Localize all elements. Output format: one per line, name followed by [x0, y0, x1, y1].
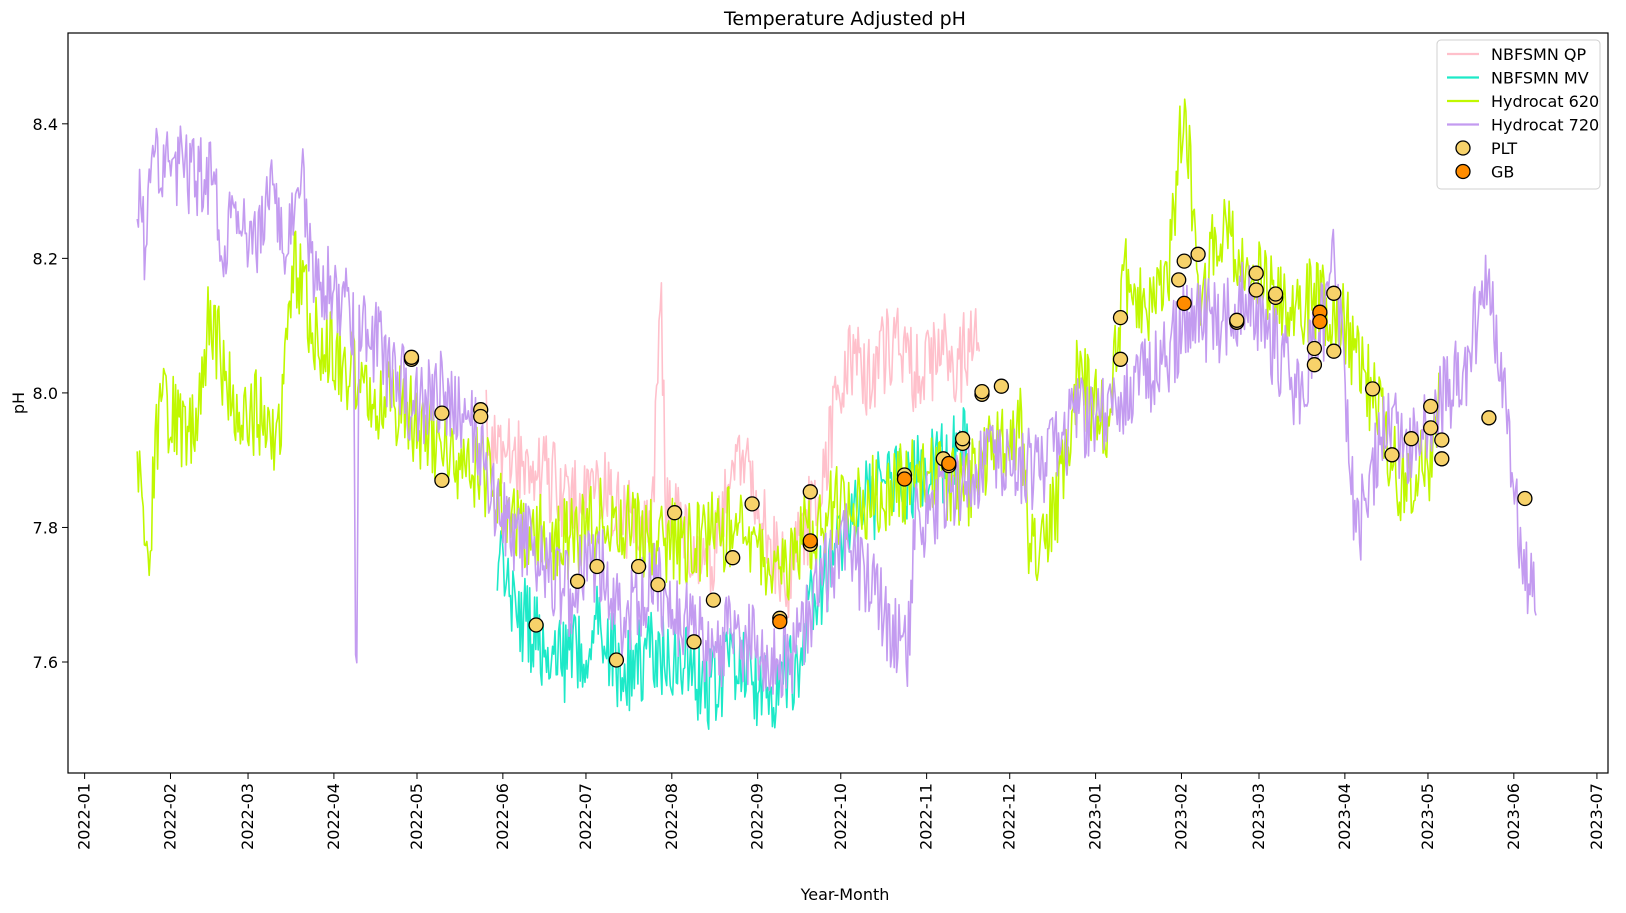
- scatter-point-4-9: [608, 652, 625, 668]
- scatter-point-4-30: [1171, 272, 1187, 288]
- legend-label-3: Hydrocat 720: [1491, 116, 1599, 135]
- scatter-point-4-42: [1326, 343, 1342, 359]
- scatter-point-4-35: [1248, 265, 1264, 281]
- scatter-point-4-27: [993, 378, 1010, 394]
- x-tick-label-12: 2023-01: [1086, 783, 1105, 850]
- scatter-point-4-50: [1481, 410, 1497, 426]
- legend-label-5: GB: [1491, 163, 1514, 182]
- x-tick-label-11: 2022-12: [1000, 783, 1019, 850]
- scatter-point-4-47: [1423, 420, 1439, 436]
- series-line-0: [485, 282, 981, 619]
- scatter-point-5-2: [896, 471, 913, 487]
- scatter-point-4-14: [705, 592, 722, 608]
- scatter-point-4-12: [666, 505, 683, 521]
- scatter-point-4-44: [1384, 447, 1400, 463]
- scatter-point-4-10: [630, 558, 647, 575]
- x-tick-label-13: 2023-02: [1171, 783, 1190, 850]
- scatter-point-4-29: [1112, 351, 1129, 367]
- scatter-point-4-39: [1306, 340, 1323, 357]
- scatter-point-4-45: [1403, 431, 1419, 447]
- x-axis: 2022-01 2022-02 2022-03 2022-04 2022-05 2022-…: [75, 773, 1606, 850]
- chart-title: Temperature Adjusted pH: [723, 8, 966, 30]
- scatter-point-4-11: [650, 576, 666, 593]
- plot-frame: [67, 32, 1609, 774]
- scatter-point-4-41: [1326, 285, 1342, 301]
- x-tick-label-16: 2023-05: [1418, 783, 1437, 850]
- y-tick-label-1: 7.8: [33, 518, 58, 537]
- y-tick-label-0: 7.6: [33, 653, 58, 672]
- scatter-point-4-3: [434, 472, 450, 489]
- scatter-point-4-31: [1176, 253, 1192, 269]
- x-tick-label-7: 2022-08: [662, 783, 681, 850]
- legend-swatch-4: [1455, 140, 1471, 156]
- scatter-point-5-1: [802, 533, 818, 549]
- legend: NBFSMN QP NBFSMN MV Hydrocat 620 Hydrocat 7…: [1436, 39, 1601, 190]
- scatter-point-4-6: [528, 617, 544, 633]
- y-tick-label-2: 8.0: [33, 384, 58, 403]
- scatter-point-4-28: [1112, 309, 1129, 326]
- y-axis: 7.6 7.8 8.0 8.2 8.4: [33, 115, 68, 672]
- scatter-point-4-34: [1229, 312, 1245, 328]
- scatter-point-4-16: [744, 496, 760, 512]
- scatter-point-4-8: [589, 558, 605, 575]
- scatter-point-4-46: [1423, 398, 1439, 415]
- scatter-point-4-38: [1267, 286, 1284, 302]
- legend-label-0: NBFSMN QP: [1491, 45, 1586, 64]
- scatter-point-4-5: [473, 408, 489, 425]
- x-tick-label-0: 2022-01: [75, 783, 94, 850]
- x-tick-label-6: 2022-07: [576, 783, 595, 850]
- scatter-point-5-6: [1312, 313, 1328, 330]
- x-tick-label-14: 2023-03: [1249, 783, 1268, 850]
- scatter-point-4-1: [403, 349, 420, 365]
- y-tick-label-4: 8.4: [33, 115, 58, 134]
- scatter-point-4-51: [1517, 490, 1533, 507]
- series-line-2: [136, 98, 1440, 601]
- legend-label-1: NBFSMN MV: [1491, 69, 1589, 88]
- scatter-point-4-49: [1434, 451, 1450, 467]
- scatter-point-5-4: [1176, 295, 1192, 312]
- scatter-point-4-36: [1248, 282, 1264, 298]
- scatter-point-4-26: [974, 383, 990, 400]
- x-tick-label-8: 2022-09: [748, 783, 767, 850]
- scatter-point-5-0: [772, 613, 788, 630]
- scatter-point-4-40: [1306, 357, 1323, 373]
- y-axis-label: pH: [9, 392, 28, 414]
- scatter-point-4-2: [434, 405, 450, 421]
- scatter-point-4-48: [1434, 432, 1450, 448]
- x-tick-label-3: 2022-04: [324, 783, 343, 850]
- x-tick-label-2: 2022-03: [238, 783, 257, 850]
- series-line-3: [136, 125, 1537, 699]
- y-tick-label-3: 8.2: [33, 249, 58, 268]
- scatter-point-4-43: [1364, 381, 1381, 397]
- scatter-point-4-7: [569, 573, 586, 589]
- x-tick-label-1: 2022-02: [160, 783, 179, 850]
- x-tick-label-15: 2023-04: [1335, 783, 1354, 850]
- legend-swatch-5: [1455, 163, 1471, 180]
- x-tick-label-5: 2022-06: [493, 783, 512, 850]
- scatter-point-4-18: [802, 484, 818, 500]
- x-tick-label-17: 2023-06: [1504, 783, 1523, 850]
- series-layer: [136, 98, 1537, 730]
- scatter-point-4-13: [686, 634, 702, 650]
- x-tick-label-9: 2022-10: [831, 783, 850, 850]
- legend-label-4: PLT: [1491, 139, 1517, 158]
- scatter-point-5-3: [941, 455, 957, 472]
- x-tick-label-10: 2022-11: [917, 783, 936, 850]
- x-axis-label: Year-Month: [800, 885, 890, 904]
- legend-label-2: Hydrocat 620: [1491, 92, 1599, 111]
- scatter-point-4-15: [725, 550, 741, 566]
- scatter-point-4-32: [1190, 246, 1206, 262]
- x-tick-label-4: 2022-05: [407, 783, 426, 850]
- x-tick-label-18: 2023-07: [1587, 783, 1606, 850]
- scatter-point-4-24: [954, 431, 971, 447]
